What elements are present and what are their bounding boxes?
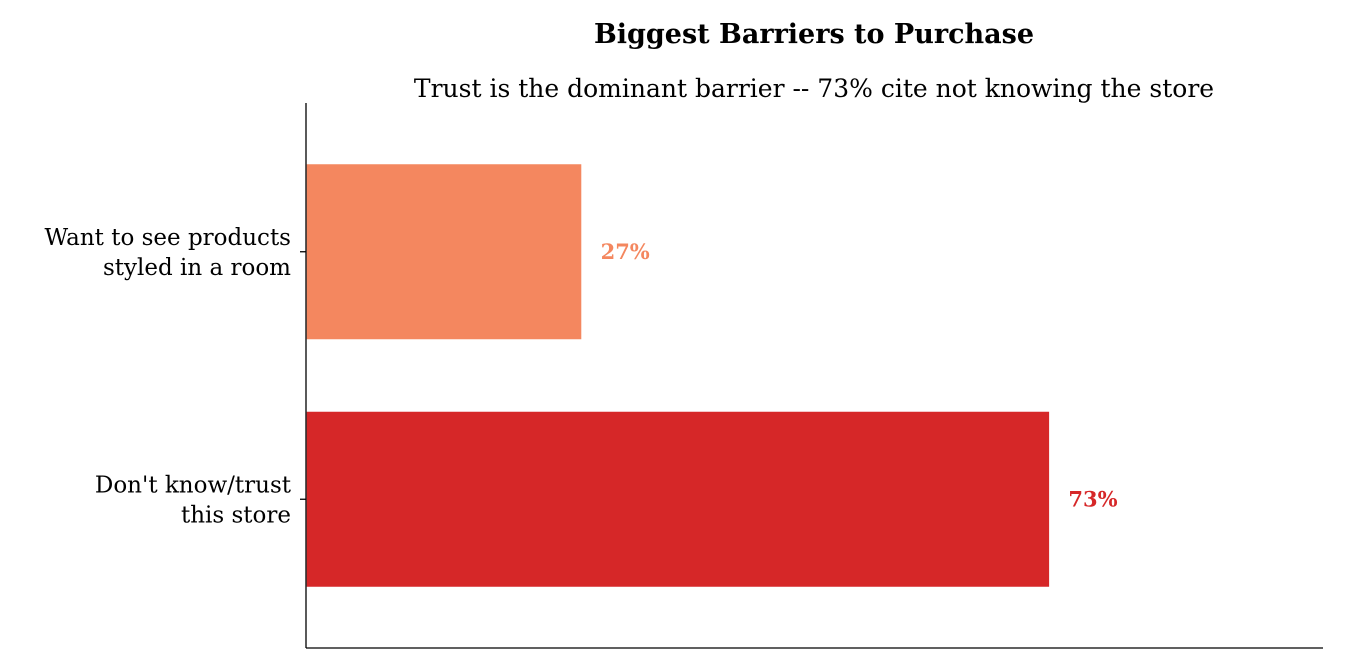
chart-subtitle: Trust is the dominant barrier -- 73% cit… [414, 74, 1214, 103]
y-tick-label-1: Don't know/trust this store [95, 472, 292, 528]
y-tick-label-line: this store [181, 502, 291, 528]
bar-1 [306, 411, 1050, 587]
data-label-0: 27% [601, 239, 650, 264]
plot-area: 27% Want to see products styled in a room 7… [45, 164, 1118, 587]
data-label-1: 73% [1068, 486, 1117, 511]
chart-title: Biggest Barriers to Purchase [594, 19, 1034, 50]
y-tick-label-line: Want to see products [45, 225, 292, 251]
y-tick-label-0: Want to see products styled in a room [45, 225, 292, 281]
y-tick-label-line: styled in a room [103, 255, 291, 281]
bar-0 [306, 164, 582, 340]
y-tick-label-line: Don't know/trust [95, 472, 292, 498]
